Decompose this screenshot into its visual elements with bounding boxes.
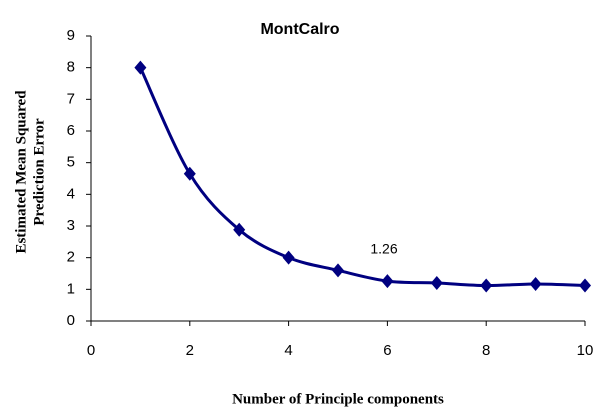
y-tick-label: 2 bbox=[67, 249, 75, 266]
y-tick-label: 1 bbox=[67, 280, 75, 297]
marker bbox=[579, 278, 591, 293]
y-axis-label: Prediction Error bbox=[31, 118, 47, 226]
x-tick-label: 10 bbox=[577, 342, 594, 359]
y-tick-label: 5 bbox=[67, 154, 75, 171]
y-tick-label: 7 bbox=[67, 90, 75, 107]
marker bbox=[480, 278, 493, 293]
x-tick-label: 4 bbox=[284, 342, 292, 359]
marker bbox=[282, 250, 295, 265]
y-tick-label: 0 bbox=[67, 312, 75, 329]
y-axis-label: Estimated Mean Squared bbox=[13, 90, 29, 254]
marker bbox=[183, 166, 196, 181]
x-tick-label: 8 bbox=[482, 342, 490, 359]
y-tick-label: 4 bbox=[67, 185, 75, 202]
x-tick-label: 2 bbox=[186, 342, 194, 359]
marker bbox=[332, 263, 344, 278]
x-tick-label: 6 bbox=[383, 342, 391, 359]
marker bbox=[381, 274, 394, 289]
marker bbox=[529, 276, 542, 291]
x-tick-label: 0 bbox=[87, 342, 95, 359]
chart-title: MontCalro bbox=[260, 21, 339, 38]
marker bbox=[134, 60, 147, 75]
x-axis-label: Number of Principle components bbox=[232, 391, 444, 407]
marker bbox=[430, 276, 443, 290]
annotation: 1.26 bbox=[370, 241, 397, 257]
y-tick-label: 3 bbox=[67, 217, 75, 234]
y-tick-label: 6 bbox=[67, 122, 75, 139]
line bbox=[139, 67, 586, 288]
y-tick-label: 8 bbox=[67, 59, 75, 76]
y-tick-label: 9 bbox=[67, 27, 75, 44]
marker bbox=[233, 222, 246, 237]
